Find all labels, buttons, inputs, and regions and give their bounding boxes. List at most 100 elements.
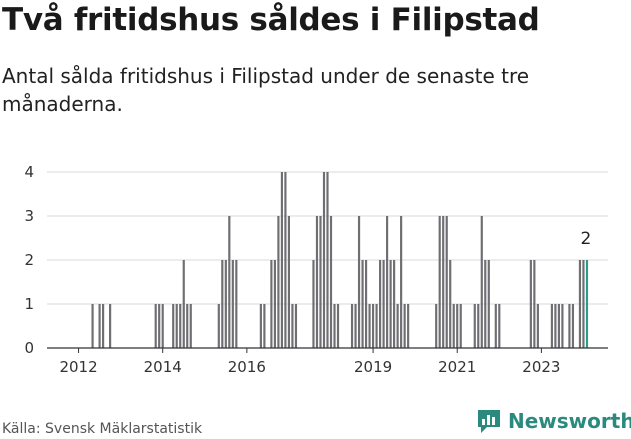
bar-2019-02 (375, 304, 378, 348)
bar-2014-07 (182, 260, 185, 348)
bar-2018-07 (350, 304, 354, 348)
bar-2014-01 (161, 304, 164, 348)
x-tick-label-2012: 2012 (59, 358, 97, 376)
bar-2017-10 (319, 216, 322, 348)
bar-2012-07 (98, 304, 101, 348)
bar-2016-12 (284, 172, 287, 348)
bar-2017-09 (315, 216, 319, 348)
bar-2021-07 (477, 304, 480, 348)
bar-2019-05 (386, 216, 389, 348)
newsworthy-logo-icon (478, 410, 500, 433)
bar-2017-12 (326, 172, 329, 348)
bar-2014-09 (189, 304, 192, 348)
x-axis: 2012 2014 2016 2019 2021 2023 (47, 347, 608, 376)
bar-2023-09 (568, 304, 571, 348)
bar-2015-05 (217, 304, 220, 348)
bar-2012-10 (109, 304, 112, 348)
bar-2021-12 (494, 304, 497, 348)
bar-chart: 0 1 2 3 4 2012 2014 2016 2019 2021 2023 2 (24, 163, 608, 376)
bar-2016-08 (270, 260, 273, 348)
bar-2018-10 (361, 260, 364, 348)
x-tick-label-2014: 2014 (144, 358, 182, 376)
bar-2020-12 (452, 304, 455, 348)
bar-2016-11 (280, 172, 283, 348)
chart-title: Två fritidshus såldes i Filipstad (2, 2, 540, 38)
bar-2018-12 (368, 304, 371, 348)
bar-2019-11 (407, 304, 410, 348)
bar-2022-11 (533, 260, 536, 348)
bar-2015-09 (231, 260, 234, 348)
bar-2019-08 (396, 304, 399, 348)
bar-2023-12 (578, 260, 582, 348)
bar-2023-05 (554, 304, 557, 348)
chart-subtitle: Antal sålda fritidshus i Filipstad under… (2, 64, 530, 116)
bar-2020-07 (435, 304, 438, 348)
annotations: 2 (581, 229, 592, 249)
bar-2024-01 (582, 260, 585, 348)
bar-2016-09 (273, 260, 276, 348)
bar-2023-10 (571, 304, 575, 348)
bar-2023-06 (557, 304, 560, 348)
y-tick-label-3: 3 (24, 207, 34, 225)
bar-2014-08 (186, 304, 189, 348)
bar-2017-01 (287, 216, 291, 348)
bar-2021-10 (487, 260, 490, 348)
bar-2021-09 (484, 260, 487, 348)
bar-2019-09 (400, 216, 403, 348)
bar-2013-12 (158, 304, 161, 348)
bar-2021-08 (480, 216, 483, 348)
bar-2014-04 (172, 304, 175, 348)
newsworthy-logo-text: Newsworthy (508, 409, 631, 433)
bar-2021-06 (473, 304, 476, 348)
source-note: Källa: Svensk Mäklarstatistik (2, 421, 203, 437)
bar-2015-08 (228, 216, 231, 348)
y-axis-labels: 0 1 2 3 4 (24, 163, 34, 357)
bar-2022-01 (498, 304, 501, 348)
x-tick-label-2021: 2021 (438, 358, 476, 376)
bar-2017-03 (294, 304, 298, 348)
x-tick-label-2016: 2016 (228, 358, 266, 376)
bar-2014-06 (179, 304, 182, 348)
bar-2019-07 (393, 260, 396, 348)
bar-2018-11 (364, 260, 368, 348)
bar-2018-08 (354, 304, 357, 348)
bar-2019-06 (389, 260, 392, 348)
x-tick-label-2019: 2019 (354, 358, 392, 376)
y-tick-label-4: 4 (24, 163, 34, 181)
bar-2020-10 (445, 216, 448, 348)
bar-2019-01 (371, 304, 375, 348)
bar-2017-02 (291, 304, 294, 348)
bar-2021-01 (456, 304, 459, 348)
bar-2022-10 (529, 260, 532, 348)
bar-2018-02 (333, 304, 336, 348)
bar-2017-11 (322, 172, 326, 348)
bar-2015-07 (224, 260, 227, 348)
x-tick-label-2023: 2023 (522, 358, 560, 376)
bar-2012-05 (91, 304, 94, 348)
bar-2014-05 (175, 304, 178, 348)
y-tick-label-2: 2 (24, 251, 34, 269)
bar-2024-02 (585, 260, 589, 348)
bar-2023-07 (561, 304, 564, 348)
y-tick-label-0: 0 (24, 339, 34, 357)
bar-2018-01 (329, 216, 333, 348)
bar-2012-08 (102, 304, 105, 348)
bar-2020-09 (442, 216, 445, 348)
annotation-last-value: 2 (581, 229, 592, 249)
bar-2015-06 (221, 260, 224, 348)
bar-2019-03 (379, 260, 382, 348)
bar-2015-10 (235, 260, 238, 348)
y-tick-label-1: 1 (24, 295, 34, 313)
bar-2020-08 (438, 216, 441, 348)
bar-2023-04 (550, 304, 553, 348)
bar-2016-06 (263, 304, 266, 348)
bar-2021-02 (459, 304, 462, 348)
bar-2020-11 (449, 260, 452, 348)
bar-2018-03 (336, 304, 340, 348)
bar-2016-05 (259, 304, 262, 348)
newsworthy-logo[interactable]: Newsworthy (476, 406, 631, 436)
bar-2019-10 (403, 304, 406, 348)
bar-2013-11 (154, 304, 157, 348)
bar-2017-08 (312, 260, 315, 348)
bars (91, 172, 589, 348)
